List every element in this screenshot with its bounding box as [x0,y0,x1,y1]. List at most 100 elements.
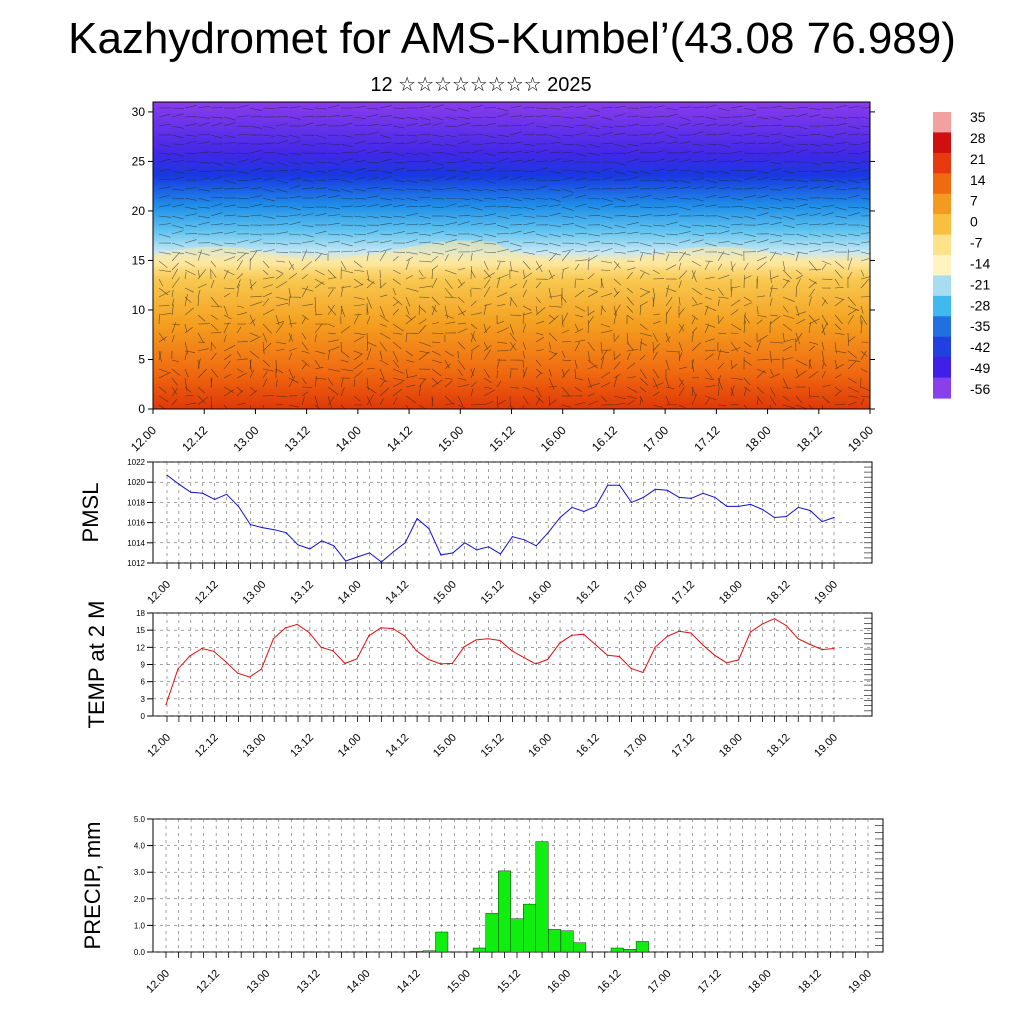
wind-arrow [210,242,223,247]
wind-arrow [652,294,655,307]
wind-arrow [548,269,553,279]
wind-arrow [678,179,691,184]
wind-arrow [587,341,595,352]
wind-arrow [262,342,272,352]
wind-arrow [366,377,369,391]
wind-arrow [821,296,828,305]
wind-arrow [457,221,470,226]
wind-arrow [626,386,638,393]
wind-arrow [496,327,509,334]
wind-arrow [288,287,292,298]
wind-arrow [834,278,840,286]
wind-arrow [249,195,262,199]
wind-arrow [496,395,499,409]
wind-arrow [275,134,288,138]
wind-arrow [730,223,744,226]
wind-arrow [184,233,198,235]
wind-arrow [418,378,426,388]
wind-arrow [743,350,751,355]
wind-arrow [860,258,870,262]
wind-arrow [184,161,198,163]
x-tick-label: 16.12 [574,579,602,607]
wind-arrow [717,195,730,199]
wind-arrow [210,296,220,308]
wind-arrow [210,368,219,378]
wind-arrow [626,196,639,199]
wind-arrow [717,132,730,136]
wind-arrow [522,359,524,368]
wind-arrow [626,332,629,345]
wind-arrow [314,359,321,369]
data-point [559,642,561,644]
wind-arrow [769,275,779,280]
wind-arrow [730,287,733,298]
wind-arrow [392,287,396,296]
x-tick-label: 13.00 [240,732,268,760]
wind-arrow [210,352,217,361]
wind-arrow [743,341,752,348]
wind-arrow [210,341,217,349]
wind-arrow [210,161,223,166]
wind-arrow [782,260,786,271]
wind-arrow [626,400,635,406]
wind-arrow [210,279,215,289]
wind-arrow [769,314,778,317]
wind-arrow [691,131,704,136]
colorbar-label: -7 [970,235,983,251]
wind-arrow [535,204,548,208]
wind-arrow [808,161,821,166]
wind-arrow [782,338,795,343]
wind-arrow [678,377,685,386]
wind-arrow [379,278,382,289]
wind-arrow [327,277,337,280]
wind-arrow [626,314,634,321]
wind-arrow [171,215,184,220]
wind-arrow [626,186,639,190]
wind-arrow [574,328,584,334]
wind-arrow [379,204,392,208]
wind-arrow [184,386,192,393]
wind-arrow [639,170,652,175]
wind-arrow [444,248,457,253]
wind-arrow [483,167,496,172]
wind-arrow [509,214,522,217]
wind-arrow [704,260,710,271]
wind-arrow [587,197,601,200]
wind-arrow [691,150,704,154]
wind-arrow [704,353,714,361]
wind-arrow [197,332,204,343]
wind-arrow [509,131,522,136]
wind-arrow [548,115,562,118]
wind-arrow [405,296,411,307]
wind-arrow [860,395,870,398]
wind-arrow [444,215,457,219]
wind-arrow [548,341,552,350]
colorbar-label: -35 [970,318,990,334]
wind-arrow [392,296,403,306]
wind-arrow [652,269,660,275]
x-tick-label: 12.00 [145,579,173,607]
wind-arrow [587,291,598,298]
wind-arrow [340,368,354,372]
wind-arrow [639,386,647,393]
wind-arrow [795,197,808,201]
wind-arrow [743,187,756,190]
wind-arrow [808,269,821,271]
wind-arrow [613,224,626,229]
wind-arrow [288,106,301,109]
wind-arrow [665,386,675,389]
wind-arrow [405,315,416,325]
data-point [392,627,394,630]
wind-arrow [158,168,171,172]
wind-arrow [301,391,309,397]
wind-arrow [704,276,715,280]
wind-arrow [184,287,194,293]
wind-arrow [197,151,210,154]
data-point [452,552,454,554]
data-point [809,643,811,646]
wind-arrow [743,215,756,220]
wind-arrow [509,248,522,253]
wind-arrow [353,278,364,286]
wind-arrow [171,386,178,395]
data-point [285,532,287,534]
